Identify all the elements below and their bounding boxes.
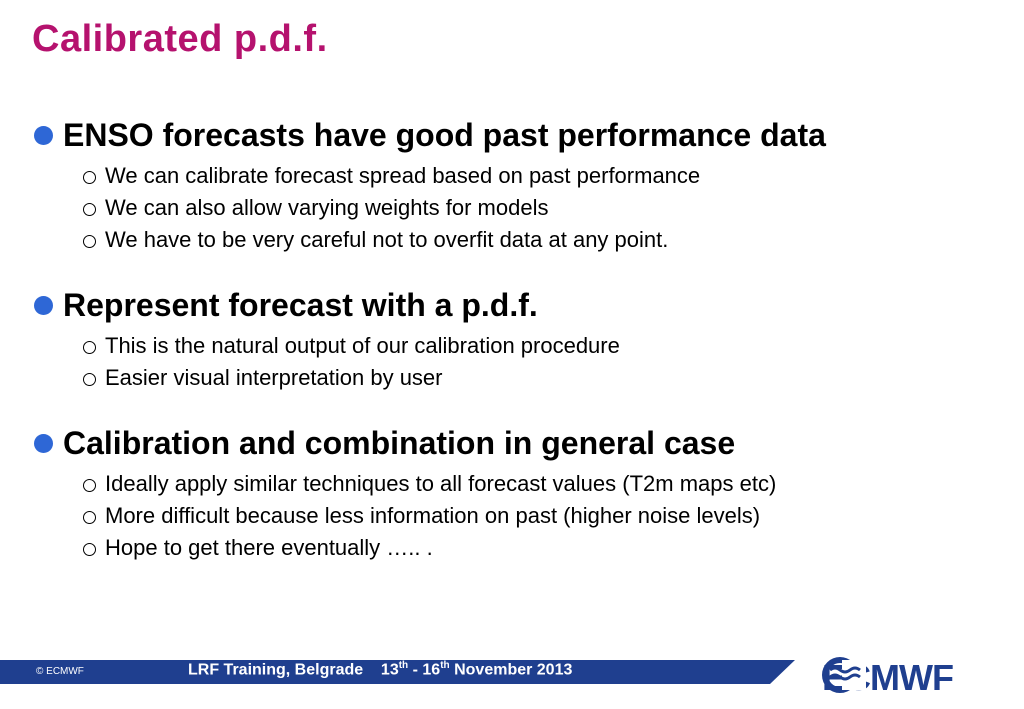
- footer: © ECMWF LRF Training, Belgrade 13th - 16…: [0, 657, 1024, 709]
- sub-bullet-text: This is the natural output of our calibr…: [105, 333, 620, 358]
- sub-bullet-text: We can also allow varying weights for mo…: [105, 195, 549, 220]
- footer-event: LRF Training, Belgrade: [188, 661, 364, 679]
- sub-bullet: More difficult because less information …: [83, 500, 994, 532]
- ecmwf-logo: ECMWF: [822, 657, 954, 699]
- footer-date-start: 13: [380, 661, 399, 679]
- slide-title: Calibrated p.d.f.: [32, 18, 328, 60]
- footer-date-sep: - 16: [408, 661, 441, 679]
- circle-bullet-icon: [83, 234, 96, 248]
- sub-bullet: Ideally apply similar techniques to all …: [83, 468, 994, 500]
- sub-bullet: Easier visual interpretation by user: [83, 362, 994, 394]
- copyright: © ECMWF: [36, 666, 84, 677]
- sub-bullet-text: Ideally apply similar techniques to all …: [105, 471, 777, 496]
- sub-bullet: We can also allow varying weights for mo…: [83, 192, 994, 224]
- sub-bullet: This is the natural output of our calibr…: [83, 330, 994, 362]
- footer-bar: [0, 660, 795, 684]
- circle-bullet-icon: [83, 202, 96, 216]
- sub-bullet: We have to be very careful not to overfi…: [83, 224, 994, 256]
- section-enso: ENSO forecasts have good past performanc…: [34, 112, 994, 256]
- sub-bullet-list: Ideally apply similar techniques to all …: [83, 468, 994, 564]
- sub-bullet-text: More difficult because less information …: [105, 503, 761, 528]
- bullet-heading: ENSO forecasts have good past performanc…: [34, 112, 994, 158]
- circle-bullet-icon: [83, 478, 96, 492]
- footer-date-rest: November 2013: [449, 661, 573, 679]
- footer-date-start-sup: th: [398, 660, 409, 671]
- bullet-dot-icon: [34, 125, 53, 145]
- section-pdf: Represent forecast with a p.d.f. This is…: [34, 282, 994, 394]
- circle-bullet-icon: [83, 372, 96, 386]
- bullet-heading-text: ENSO forecasts have good past performanc…: [63, 117, 826, 153]
- sub-bullet-text: Hope to get there eventually ….. .: [105, 535, 433, 560]
- sub-bullet-list: We can calibrate forecast spread based o…: [83, 160, 994, 256]
- sub-bullet-text: We can calibrate forecast spread based o…: [105, 163, 701, 188]
- sub-bullet-text: Easier visual interpretation by user: [105, 365, 443, 390]
- bullet-dot-icon: [34, 295, 53, 315]
- sub-bullet: Hope to get there eventually ….. .: [83, 532, 994, 564]
- bullet-heading: Calibration and combination in general c…: [34, 420, 994, 466]
- circle-bullet-icon: [83, 542, 96, 556]
- sub-bullet-list: This is the natural output of our calibr…: [83, 330, 994, 394]
- bullet-list: ENSO forecasts have good past performanc…: [34, 112, 994, 590]
- section-calibration: Calibration and combination in general c…: [34, 420, 994, 564]
- circle-bullet-icon: [83, 340, 96, 354]
- footer-event-date: LRF Training, Belgrade 13th - 16th Novem…: [188, 660, 572, 679]
- sub-bullet-text: We have to be very careful not to overfi…: [105, 227, 669, 252]
- bullet-dot-icon: [34, 433, 53, 453]
- ecmwf-logo-mark-icon: [822, 657, 866, 693]
- circle-bullet-icon: [83, 170, 96, 184]
- circle-bullet-icon: [83, 510, 96, 524]
- bullet-heading: Represent forecast with a p.d.f.: [34, 282, 994, 328]
- sub-bullet: We can calibrate forecast spread based o…: [83, 160, 994, 192]
- bullet-heading-text: Calibration and combination in general c…: [63, 425, 736, 461]
- bullet-heading-text: Represent forecast with a p.d.f.: [63, 287, 538, 323]
- footer-date-end-sup: th: [440, 660, 450, 671]
